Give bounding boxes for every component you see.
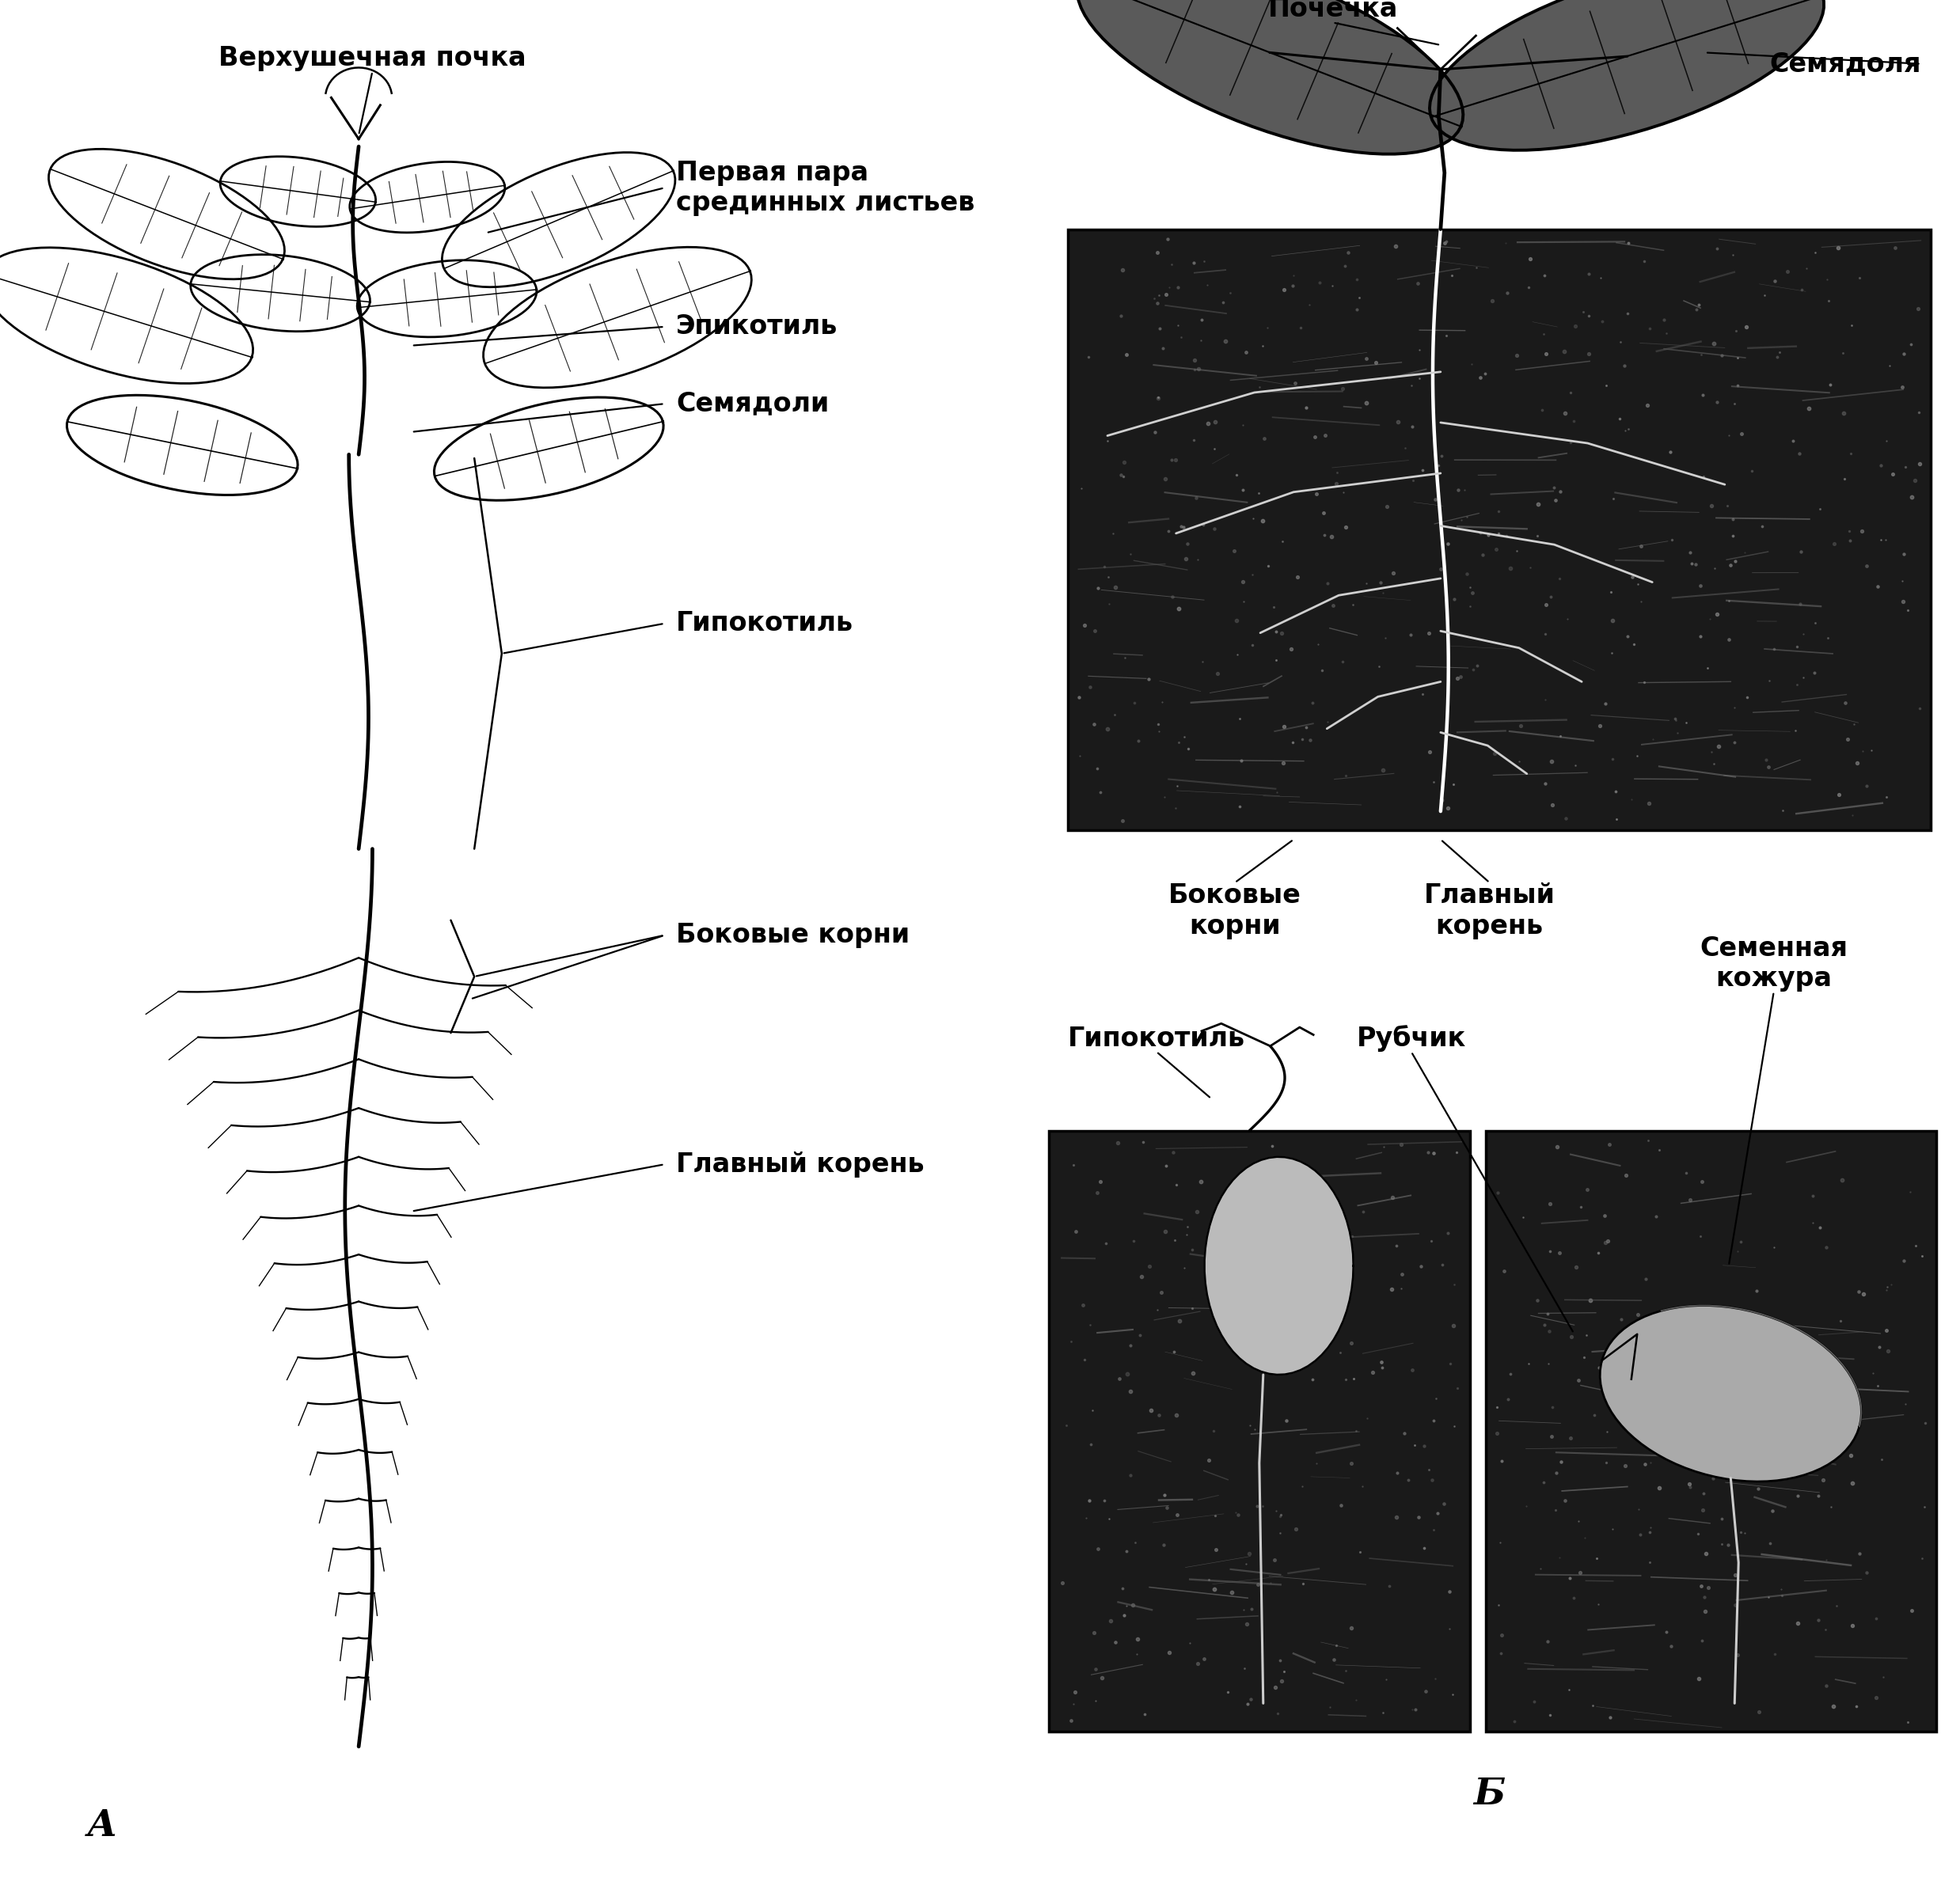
Text: Верхушечная почка: Верхушечная почка: [220, 45, 525, 71]
Text: Эпикотиль: Эпикотиль: [676, 314, 839, 340]
Polygon shape: [1599, 1305, 1862, 1482]
Text: Семенная
кожура: Семенная кожура: [1699, 935, 1848, 992]
Text: Гипокотиль: Гипокотиль: [676, 610, 855, 637]
Bar: [1486, 1131, 1936, 1732]
Bar: [1068, 229, 1931, 830]
Text: Б: Б: [1474, 1777, 1505, 1812]
Text: Рубчик: Рубчик: [1356, 1025, 1466, 1052]
Text: Семядоля: Семядоля: [1770, 51, 1921, 77]
Polygon shape: [1429, 0, 1825, 150]
Text: Почечка: Почечка: [1268, 0, 1397, 23]
Text: Боковые
корни: Боковые корни: [1168, 883, 1301, 939]
Text: Боковые корни: Боковые корни: [676, 922, 909, 948]
Polygon shape: [1205, 1157, 1354, 1375]
Text: Семядоли: Семядоли: [676, 391, 829, 417]
Text: Главный
корень: Главный корень: [1425, 883, 1554, 939]
Bar: [1049, 1131, 1470, 1732]
Text: А: А: [86, 1809, 118, 1844]
Text: Гипокотиль: Гипокотиль: [1068, 1025, 1245, 1052]
Polygon shape: [1078, 0, 1462, 154]
Text: Первая пара
срединных листьев: Первая пара срединных листьев: [676, 160, 974, 216]
Text: Главный корень: Главный корень: [676, 1151, 925, 1178]
